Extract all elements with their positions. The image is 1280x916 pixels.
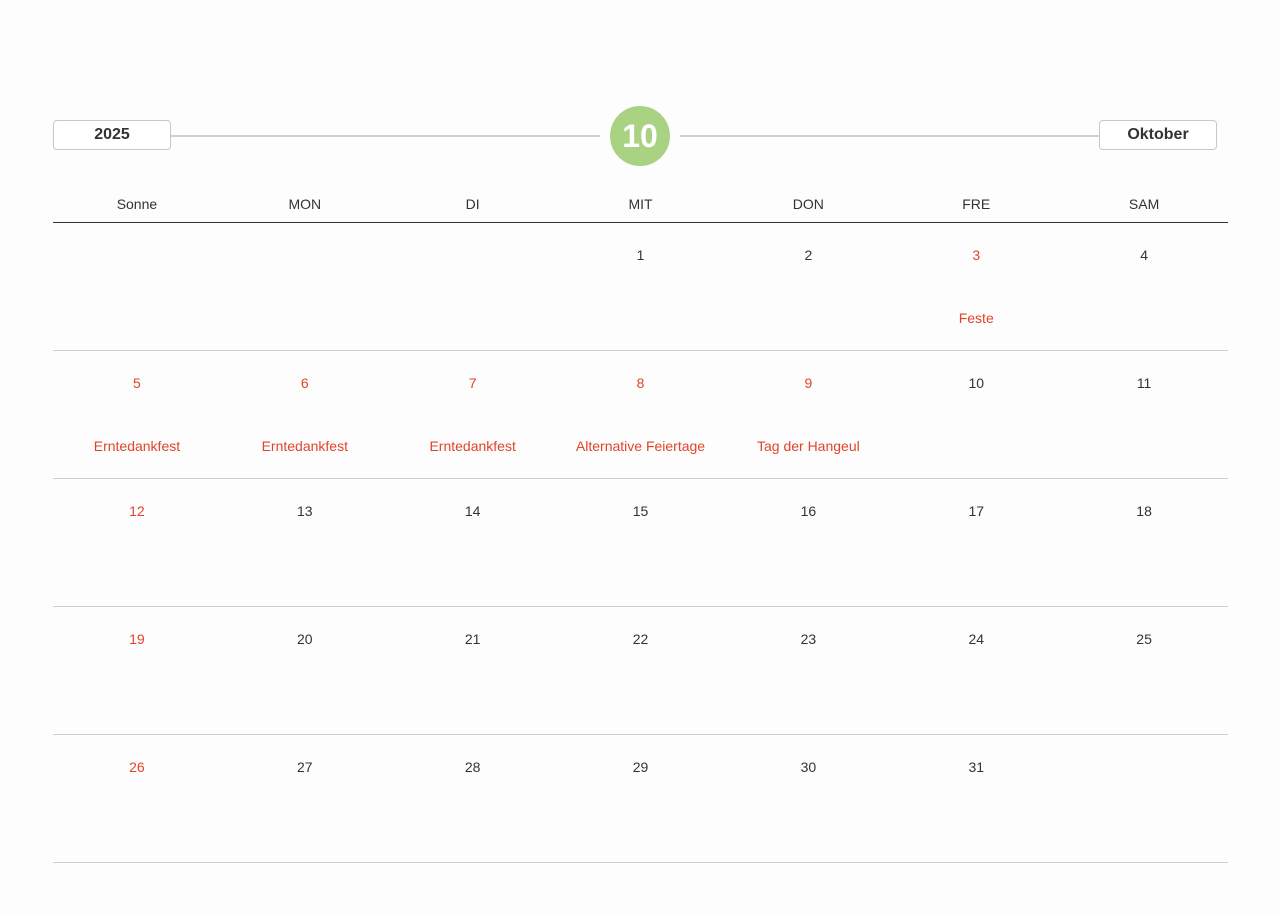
day-cell[interactable]: 3 Feste — [892, 223, 1060, 350]
day-cell[interactable]: 18 — [1060, 479, 1228, 606]
day-number: 18 — [1136, 503, 1152, 519]
day-number: 24 — [968, 631, 985, 647]
day-number: 7 — [468, 375, 477, 391]
day-cell[interactable]: 20 — [221, 607, 389, 734]
day-number: 4 — [1140, 247, 1148, 263]
weekday-mon: MON — [288, 196, 322, 212]
day-cell[interactable]: 25 — [1060, 607, 1228, 734]
day-cell[interactable]: 1 — [557, 223, 725, 350]
day-cell[interactable]: 16 — [724, 479, 892, 606]
day-cell[interactable]: 27 — [221, 735, 389, 862]
day-number: 26 — [129, 759, 145, 775]
weekday-sam: SAM — [1128, 196, 1160, 212]
day-cell[interactable]: 24 — [892, 607, 1060, 734]
day-cell[interactable]: 23 — [724, 607, 892, 734]
day-cell[interactable]: 13 — [221, 479, 389, 606]
day-number: 11 — [1136, 375, 1152, 391]
day-number: 13 — [297, 503, 313, 519]
weekday-fre: FRE — [962, 196, 991, 212]
day-cell[interactable]: 31 — [892, 735, 1060, 862]
header-line-right — [680, 135, 1100, 137]
day-cell[interactable]: 5 Erntedankfest — [53, 351, 221, 478]
day-cell[interactable]: 14 — [389, 479, 557, 606]
day-number: 16 — [800, 503, 817, 519]
day-number: 17 — [968, 503, 985, 519]
day-number: 10 — [968, 375, 985, 391]
day-number: 23 — [800, 631, 817, 647]
day-cell — [1060, 735, 1228, 862]
calendar-body: 1 2 3 Feste 4 5 Erntedankfest 6 Erntedankfest 7 Er… — [53, 223, 1228, 863]
week-row: 1 2 3 Feste 4 — [53, 223, 1228, 351]
day-cell[interactable]: 21 — [389, 607, 557, 734]
day-cell[interactable]: 10 — [892, 351, 1060, 478]
day-cell[interactable]: 28 — [389, 735, 557, 862]
day-number: 25 — [1136, 631, 1152, 647]
weekday-sonne: Sonne — [116, 196, 158, 212]
day-cell[interactable]: 12 — [53, 479, 221, 606]
day-number: 5 — [133, 375, 141, 391]
day-number: 28 — [464, 759, 481, 775]
holiday-label: Tag der Hangeul — [756, 438, 860, 454]
week-row: 19 20 21 22 23 24 25 — [53, 607, 1228, 735]
day-cell[interactable]: 29 — [557, 735, 725, 862]
day-number: 27 — [297, 759, 313, 775]
year-box: 2025 — [53, 120, 171, 150]
header-line-left — [170, 135, 600, 137]
holiday-label: Feste — [958, 310, 994, 326]
calendar-grid: Sonne MON DI MIT DON FRE SAM 1 2 3 Feste 4 5 Ernteda… — [53, 186, 1228, 863]
day-cell[interactable]: 11 — [1060, 351, 1228, 478]
day-number: 1 — [636, 247, 645, 263]
day-cell — [221, 223, 389, 350]
weekday-mit: MIT — [628, 196, 653, 212]
day-cell[interactable]: 8 Alternative Feiertage — [557, 351, 725, 478]
day-cell[interactable]: 7 Erntedankfest — [389, 351, 557, 478]
holiday-label: Erntedankfest — [261, 438, 348, 454]
holiday-label: Alternative Feiertage — [575, 438, 706, 454]
day-number: 6 — [300, 375, 309, 391]
day-number: 14 — [464, 503, 481, 519]
day-number: 9 — [804, 375, 813, 391]
day-cell[interactable]: 22 — [557, 607, 725, 734]
week-row: 12 13 14 15 16 17 18 — [53, 479, 1228, 607]
week-row: 5 Erntedankfest 6 Erntedankfest 7 Erntedankfe… — [53, 351, 1228, 479]
day-cell[interactable]: 6 Erntedankfest — [221, 351, 389, 478]
holiday-label: Erntedankfest — [429, 438, 516, 454]
day-number: 31 — [968, 759, 985, 775]
day-cell[interactable]: 19 — [53, 607, 221, 734]
day-cell[interactable]: 4 — [1060, 223, 1228, 350]
weekday-header: Sonne MON DI MIT DON FRE SAM — [53, 186, 1228, 223]
day-number: 12 — [129, 503, 145, 519]
day-number: 20 — [297, 631, 313, 647]
day-number: 21 — [464, 631, 481, 647]
day-cell[interactable]: 17 — [892, 479, 1060, 606]
day-cell[interactable]: 30 — [724, 735, 892, 862]
day-number: 22 — [632, 631, 649, 647]
holiday-label: Erntedankfest — [93, 438, 181, 454]
day-number: 3 — [972, 247, 981, 263]
day-cell[interactable]: 2 — [724, 223, 892, 350]
weekday-don: DON — [792, 196, 824, 212]
day-number: 15 — [632, 503, 649, 519]
day-number: 30 — [800, 759, 817, 775]
weekday-di: DI — [465, 196, 480, 212]
month-name-box: Oktober — [1099, 120, 1217, 150]
day-number: 29 — [632, 759, 649, 775]
day-number: 2 — [804, 247, 813, 263]
month-number-badge: 10 — [610, 106, 670, 166]
day-cell — [53, 223, 221, 350]
day-cell[interactable]: 26 — [53, 735, 221, 862]
day-number: 19 — [129, 631, 145, 647]
day-cell — [389, 223, 557, 350]
day-cell[interactable]: 15 — [557, 479, 725, 606]
day-number: 8 — [636, 375, 645, 391]
day-cell[interactable]: 9 Tag der Hangeul — [724, 351, 892, 478]
week-row: 26 27 28 29 30 31 — [53, 735, 1228, 863]
